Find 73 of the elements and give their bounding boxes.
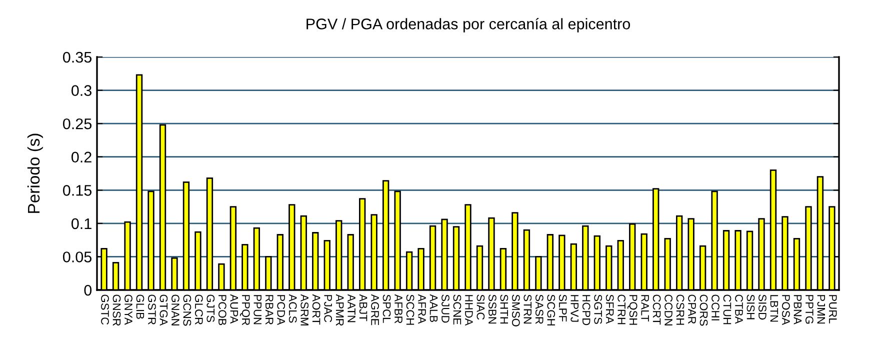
x-tick-label: CTRH [618,294,626,324]
x-tick-label: CCRT [652,294,661,325]
y-tick-label: 0 [84,284,92,296]
x-tick-label: APMR [336,294,344,326]
x-tick-label: CPAR [688,294,696,324]
y-tick-label: 0.2 [72,152,92,163]
x-tick-label: LBTN [770,295,778,322]
x-tick-label: CTUH [723,294,732,324]
x-tick-label: HHDA [465,295,473,326]
x-tick-label: GNYA [124,294,132,325]
x-tick-label: GNSR [112,294,121,326]
y-tick-label: 0.05 [63,252,92,262]
y-tick-label: 0.25 [63,118,92,130]
y-tick-label: 0.15 [63,185,92,196]
x-tick-label: SLPF [558,294,567,322]
x-tick-label: CTBA [735,294,743,324]
x-tick-label: CCDN [664,294,672,326]
x-tick-label: PJMN [817,295,825,324]
x-tick-label: HCPD [582,295,590,326]
x-tick-label: SPCL [382,294,391,323]
x-tick-label: SCNE [453,294,462,325]
x-tick-label: STRN [524,294,532,324]
x-tick-label: AUPA [230,294,238,324]
y-tick-label: 0.35 [63,52,92,63]
x-tick-label: SMSO [512,294,520,326]
x-tick-label: GLCR [194,294,203,325]
x-tick-label: PPQR [240,295,250,326]
x-tick-label: GJTS [206,294,215,322]
x-tick-label: CORS [700,294,708,326]
x-tick-label: GLIB [136,294,144,319]
x-tick-label: SJUD [442,294,450,323]
y-tick-label: 0.1 [72,218,92,230]
x-tick-label: AALB [430,294,438,322]
x-tick-label: GTGA [160,294,168,326]
y-tick-label: 0.3 [72,85,92,96]
x-tick-label: SSBN [488,294,496,324]
x-tick-label: RALT [641,295,649,322]
x-tick-label: SGTS [594,294,602,324]
x-tick-label: PJAC [324,295,332,322]
x-tick-label: ASRM [300,294,309,326]
x-tick-label: POSA [782,295,790,326]
x-tick-label: SISD [758,294,766,320]
y-axis-title: Periodo (s) [27,134,43,213]
x-tick-label: GNAN [172,294,180,326]
chart-title: PGV / PGA ordenadas por cercanía al epicentro [306,18,630,32]
x-tick-label: SIAC [476,294,485,320]
x-tick-label: SHTH [500,294,508,324]
x-tick-label: PPUN [254,295,262,324]
x-tick-label: SCGH [547,294,556,326]
x-tick-label: HPVJ [570,295,578,322]
x-tick-label: GCNS [183,294,192,326]
x-tick-label: PQSH [627,295,638,325]
x-tick-label: GSTR [148,294,156,325]
x-tick-label: CCHI [712,294,720,320]
x-tick-label: ACLS [288,294,297,323]
x-tick-label: AGRE [371,294,379,326]
x-tick-label: SCCH [406,294,414,325]
x-tick-label: AFRA [418,294,426,324]
x-tick-label: SFRA [606,294,614,324]
x-tick-label: AFBR [394,294,402,324]
x-tick-label: AATN [348,294,356,322]
x-tick-label: CSRH [676,294,684,325]
x-tick-label: ABJT [359,294,368,322]
x-tick-label: GSTC [101,294,109,325]
x-tick-label: PURL [828,295,837,324]
x-tick-label: SISH [746,294,755,320]
x-tick-label: PCDA [277,295,286,326]
x-tick-label: PBNA [794,295,802,324]
x-tick-label: PCOB [218,295,226,326]
x-tick-label: AORT [312,294,320,325]
x-tick-label: SASR [535,294,544,324]
x-tick-label: PPTG [805,295,814,324]
x-tick-label: RBAR [266,295,274,325]
